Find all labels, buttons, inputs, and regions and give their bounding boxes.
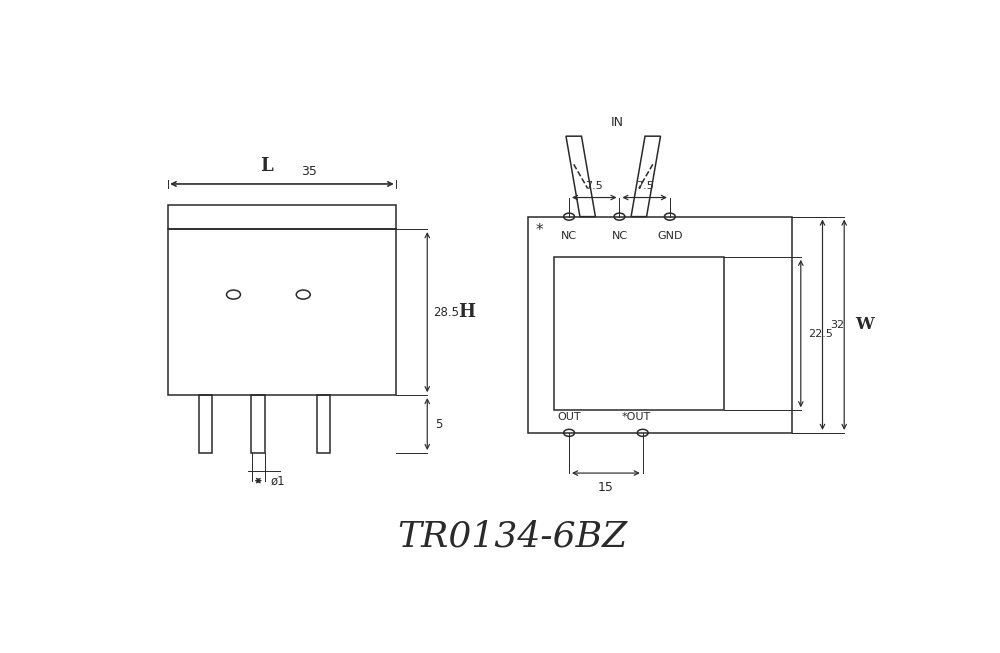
Bar <box>528 217 792 433</box>
Text: 15: 15 <box>598 481 614 494</box>
Text: *: * <box>536 223 543 238</box>
Text: *OUT: *OUT <box>622 412 651 422</box>
Text: 32: 32 <box>830 320 844 330</box>
Bar <box>554 257 724 410</box>
Text: GND: GND <box>657 231 683 241</box>
Text: 7.5: 7.5 <box>585 182 603 191</box>
Text: NC: NC <box>611 231 628 241</box>
Text: H: H <box>458 303 475 321</box>
Text: 28.5: 28.5 <box>433 306 459 319</box>
Text: 5: 5 <box>435 417 442 430</box>
Text: OUT: OUT <box>557 412 581 422</box>
Text: ø1: ø1 <box>271 474 286 487</box>
Text: TR0134-6BZ: TR0134-6BZ <box>397 520 628 554</box>
Text: L: L <box>260 157 273 175</box>
Bar <box>168 229 396 395</box>
Text: W: W <box>855 316 874 333</box>
Bar <box>251 395 264 453</box>
Text: NC: NC <box>561 231 577 241</box>
Bar <box>168 205 396 229</box>
Text: 35: 35 <box>301 165 317 178</box>
Text: 7.5: 7.5 <box>636 182 654 191</box>
Bar <box>317 395 330 453</box>
Text: IN: IN <box>611 116 624 129</box>
Bar <box>199 395 212 453</box>
Text: 22.5: 22.5 <box>809 328 833 338</box>
